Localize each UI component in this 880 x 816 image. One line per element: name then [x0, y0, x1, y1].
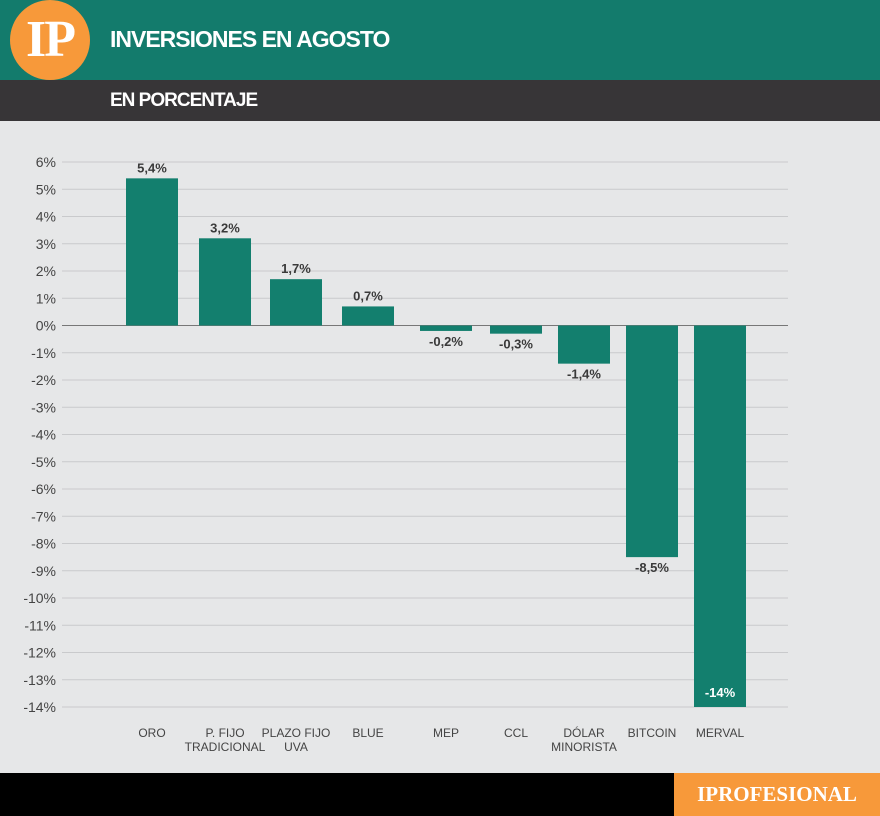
data-label: -0,2%: [429, 334, 463, 349]
data-label: -14%: [705, 685, 736, 700]
y-tick-label: -12%: [23, 645, 56, 661]
bar: [126, 178, 178, 326]
y-tick-label: 1%: [36, 290, 56, 306]
bar: [199, 238, 251, 326]
y-tick-label: -13%: [23, 672, 56, 688]
category-label: MERVAL: [696, 726, 745, 740]
y-tick-label: 6%: [36, 154, 56, 170]
category-label: BLUE: [352, 726, 383, 740]
bar-chart: 6% 5% 4% 3% 2% 1% 0% -1% -2% -3% -4% -5% -6% -7% -8% -9…: [23, 154, 788, 754]
category-label: MINORISTA: [551, 740, 617, 754]
category-label: UVA: [284, 740, 308, 754]
subheader-bar: [0, 80, 880, 121]
category-label: TRADICIONAL: [185, 740, 266, 754]
bar: [420, 325, 472, 331]
y-tick-label: -6%: [31, 481, 56, 497]
header-bar: [0, 0, 880, 80]
y-tick-label: -9%: [31, 563, 56, 579]
ip-logo: IP: [10, 0, 90, 80]
y-tick-label: -8%: [31, 536, 56, 552]
chart-title: INVERSIONES EN AGOSTO: [110, 26, 390, 52]
y-tick-label: -2%: [31, 372, 56, 388]
y-tick-label: 0%: [36, 318, 56, 334]
iprofesional-logo: IPROFESIONAL: [674, 773, 880, 816]
bar: [694, 325, 746, 707]
y-tick-label: 5%: [36, 181, 56, 197]
y-tick-label: 3%: [36, 236, 56, 252]
y-tick-label: -3%: [31, 399, 56, 415]
bar: [558, 325, 610, 364]
category-label: MEP: [433, 726, 459, 740]
category-label: CCL: [504, 726, 528, 740]
y-tick-label: -14%: [23, 699, 56, 715]
data-label: -1,4%: [567, 367, 601, 382]
data-label: 3,2%: [210, 220, 240, 235]
data-label: 1,7%: [281, 261, 311, 276]
y-tick-label: -11%: [24, 617, 56, 633]
category-label: P. FIJO: [205, 726, 244, 740]
data-label: 5,4%: [137, 160, 167, 175]
y-tick-label: 4%: [36, 209, 56, 225]
data-label: -0,3%: [499, 337, 533, 352]
y-tick-label: -4%: [31, 427, 56, 443]
y-tick-label: -7%: [31, 508, 56, 524]
chart-subtitle: EN PORCENTAJE: [110, 90, 258, 111]
category-label: PLAZO FIJO: [262, 726, 331, 740]
y-tick-label: -5%: [31, 454, 56, 470]
bar: [626, 325, 678, 558]
category-label: DÓLAR: [563, 725, 605, 740]
data-label: 0,7%: [353, 288, 383, 303]
bar: [490, 325, 542, 334]
y-tick-label: 2%: [36, 263, 56, 279]
y-tick-label: -10%: [23, 590, 56, 606]
category-label: BITCOIN: [628, 726, 677, 740]
bar: [270, 279, 322, 326]
bar: [342, 306, 394, 326]
category-label: ORO: [138, 726, 165, 740]
y-tick-label: -1%: [31, 345, 56, 361]
data-label: -8,5%: [635, 560, 669, 575]
